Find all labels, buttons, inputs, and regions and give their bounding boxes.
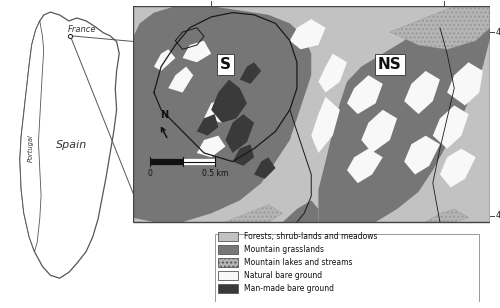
- Bar: [218, 245, 238, 254]
- Polygon shape: [226, 205, 282, 222]
- Polygon shape: [362, 110, 397, 153]
- Bar: [218, 271, 238, 280]
- Polygon shape: [197, 136, 226, 157]
- Text: 42°41'N: 42°41'N: [496, 211, 500, 220]
- Polygon shape: [433, 105, 468, 149]
- Text: France: France: [68, 25, 96, 34]
- Bar: [218, 232, 238, 241]
- Polygon shape: [390, 6, 490, 49]
- Text: Mountain lakes and streams: Mountain lakes and streams: [244, 258, 353, 267]
- Text: Mountain grasslands: Mountain grasslands: [244, 245, 324, 254]
- Bar: [214, 234, 480, 303]
- Polygon shape: [311, 97, 340, 153]
- Polygon shape: [132, 92, 154, 157]
- Bar: [218, 258, 238, 267]
- Polygon shape: [154, 49, 176, 71]
- Polygon shape: [204, 97, 233, 123]
- Text: N: N: [160, 110, 168, 120]
- Text: 0: 0: [148, 169, 153, 178]
- Text: Spain: Spain: [56, 140, 87, 150]
- Polygon shape: [232, 144, 254, 166]
- Bar: [132, 6, 490, 222]
- Polygon shape: [211, 79, 247, 123]
- Polygon shape: [254, 157, 276, 179]
- Polygon shape: [226, 114, 254, 153]
- Polygon shape: [347, 75, 383, 114]
- Bar: [132, 6, 490, 222]
- Text: 42°41'N: 42°41'N: [496, 27, 500, 37]
- Polygon shape: [440, 149, 476, 188]
- Polygon shape: [318, 6, 490, 222]
- Polygon shape: [168, 67, 194, 92]
- Polygon shape: [347, 149, 383, 183]
- Polygon shape: [318, 54, 347, 92]
- Text: Forests, shrub-lands and meadows: Forests, shrub-lands and meadows: [244, 232, 378, 241]
- Text: NS: NS: [378, 57, 402, 72]
- Text: Natural bare ground: Natural bare ground: [244, 271, 322, 280]
- Polygon shape: [182, 41, 211, 62]
- Polygon shape: [404, 136, 440, 175]
- Polygon shape: [290, 19, 326, 49]
- Polygon shape: [282, 201, 318, 222]
- Bar: [218, 284, 238, 293]
- Polygon shape: [404, 71, 440, 114]
- Polygon shape: [426, 209, 469, 222]
- Polygon shape: [20, 21, 44, 252]
- Polygon shape: [132, 6, 311, 222]
- Polygon shape: [447, 62, 483, 105]
- Text: S: S: [220, 57, 231, 72]
- Text: Portugal: Portugal: [28, 134, 34, 162]
- Polygon shape: [197, 114, 218, 136]
- Polygon shape: [20, 12, 119, 278]
- Text: Man-made bare ground: Man-made bare ground: [244, 284, 334, 293]
- Text: 0.5 km: 0.5 km: [202, 169, 228, 178]
- Polygon shape: [240, 62, 261, 84]
